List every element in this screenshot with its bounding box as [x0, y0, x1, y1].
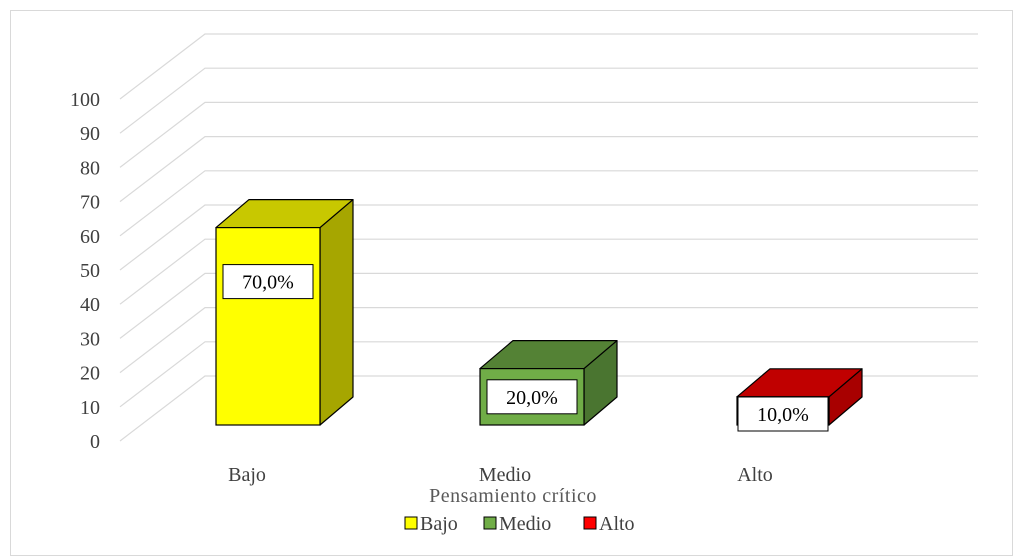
y-tick-label: 90: [80, 123, 100, 145]
y-tick-label: 10: [80, 397, 100, 419]
legend: Bajo Medio Alto: [404, 513, 635, 535]
gridline: [119, 272, 978, 339]
gridlines: [119, 33, 978, 442]
data-label-text: 70,0%: [242, 272, 294, 294]
gridline: [119, 33, 978, 100]
legend-swatch: [483, 516, 497, 530]
chart-area: [10, 10, 1013, 556]
legend-item: Alto: [583, 513, 635, 535]
x-tick-label: Bajo: [228, 464, 266, 486]
data-label: 10,0%: [737, 396, 829, 432]
gridline: [119, 307, 978, 374]
y-tick-label: 30: [80, 328, 100, 350]
y-tick-label: 100: [70, 89, 100, 111]
data-label-box: [737, 396, 829, 432]
legend-swatch: [404, 516, 418, 530]
y-tick-label: 20: [80, 363, 100, 385]
legend-label: Alto: [599, 513, 635, 535]
y-tick-label: 0: [90, 431, 100, 453]
gridline: [119, 375, 978, 442]
x-tick-label: Alto: [737, 464, 773, 486]
data-label-box: [222, 264, 314, 300]
bar-medio: [479, 340, 618, 426]
legend-label: Medio: [499, 513, 551, 535]
legend-label: Bajo: [420, 513, 458, 535]
y-tick-label: 80: [80, 157, 100, 179]
x-tick-label: Medio: [479, 464, 531, 486]
data-labels: 70,0% 20,0% 10,0%: [222, 264, 829, 432]
gridline: [119, 136, 978, 203]
y-tick-label: 60: [80, 226, 100, 248]
data-label-text: 20,0%: [506, 387, 558, 409]
bar-side-face: [319, 199, 354, 426]
legend-swatch: [583, 516, 597, 530]
y-tick-label: 70: [80, 192, 100, 214]
bar-bajo: [215, 199, 354, 426]
y-axis-ticks: 0 10 20 30 40 50 60 70 80 90 100: [70, 89, 100, 453]
legend-item: Bajo: [404, 513, 458, 535]
gridline: [119, 204, 978, 271]
y-tick-label: 50: [80, 260, 100, 282]
gridline: [119, 238, 978, 305]
data-label: 20,0%: [486, 379, 578, 415]
bar-front-face: [215, 227, 321, 426]
bars: [215, 199, 863, 426]
gridline: [119, 67, 978, 134]
gridline: [119, 341, 978, 408]
x-axis-ticks: Bajo Medio Alto: [228, 464, 773, 486]
gridline: [119, 101, 978, 168]
x-axis-title: Pensamiento crítico: [429, 485, 597, 507]
data-label: 70,0%: [222, 264, 314, 300]
legend-item: Medio: [483, 513, 551, 535]
y-tick-label: 40: [80, 294, 100, 316]
data-label-text: 10,0%: [757, 404, 809, 426]
gridline: [119, 170, 978, 237]
data-label-box: [486, 379, 578, 415]
